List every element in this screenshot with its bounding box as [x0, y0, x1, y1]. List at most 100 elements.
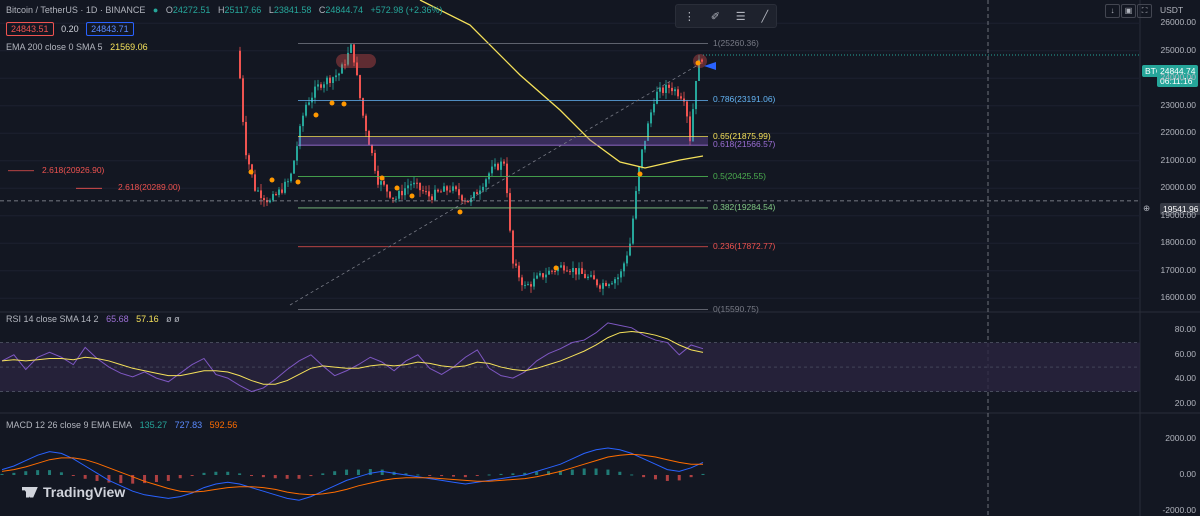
symbol-title[interactable]: Bitcoin / TetherUS · 1D · BINANCE: [6, 5, 146, 15]
candle-body: [653, 103, 655, 113]
candle-body: [641, 149, 643, 167]
candle-body: [626, 255, 628, 264]
macd-histogram-bar: [558, 470, 562, 475]
candle-body: [353, 44, 355, 63]
arrow-down-icon[interactable]: ↓: [1105, 4, 1120, 18]
brand-name: TradingView: [43, 484, 126, 500]
macd-histogram-bar: [689, 475, 693, 478]
candle-body: [341, 64, 343, 74]
candle-body: [506, 163, 508, 194]
candle-body: [389, 191, 391, 198]
trend-line-icon[interactable]: ╱: [761, 10, 769, 23]
macd-histogram-bar: [131, 475, 135, 484]
countdown: 06:11:16: [1160, 76, 1193, 86]
candle-body: [527, 284, 529, 286]
candle-body: [668, 84, 670, 88]
candle-body: [404, 188, 406, 196]
candle-body: [677, 89, 679, 97]
macd-histogram-bar: [642, 475, 646, 478]
macd-histogram-bar: [618, 471, 622, 475]
macd-histogram-bar: [285, 475, 289, 479]
candle-body: [521, 277, 523, 286]
extension-label: 2.618(20926.90): [42, 164, 105, 175]
candle-body: [497, 163, 499, 170]
macd-histogram-bar: [238, 473, 242, 475]
visibility-dot-icon[interactable]: ●: [152, 5, 159, 15]
fullscreen-icon[interactable]: ⛶: [1137, 4, 1152, 18]
macd-signal-value: 592.56: [209, 420, 238, 430]
price-arrow-icon: [704, 62, 716, 70]
rsi-axis-label: 20.00: [1174, 397, 1196, 408]
macd-histogram-bar: [95, 475, 99, 481]
candle-body: [575, 268, 577, 275]
candle-body: [518, 265, 520, 278]
candle-body: [401, 190, 403, 196]
candle-body: [431, 196, 433, 200]
price-axis-label: 22000.00: [1160, 127, 1196, 138]
sell-button[interactable]: 24843.51: [6, 22, 54, 36]
spread-value: 0.20: [61, 24, 79, 34]
candle-body: [539, 273, 541, 276]
candle-body: [317, 84, 319, 87]
macd-histogram-bar: [451, 475, 455, 477]
macd-histogram-bar: [547, 471, 551, 475]
candle-body: [551, 270, 553, 272]
fib-label: 0(15590.75): [713, 303, 759, 314]
candle-body: [272, 194, 274, 201]
ohlc-high: 25117.66: [224, 5, 262, 15]
ohlc-open-label: O: [165, 5, 173, 15]
drag-handle-icon[interactable]: ⋮: [683, 10, 695, 23]
macd-histogram-bar: [582, 468, 586, 475]
candle-body: [374, 153, 376, 171]
lock-icon[interactable]: ▣: [1121, 4, 1136, 18]
candle-body: [257, 190, 259, 192]
macd-histogram-bar: [190, 475, 194, 476]
rsi-sma-line: [1, 330, 704, 385]
fib-label: 0.5(20425.55): [713, 170, 766, 181]
tradingview-logo[interactable]: TradingView: [22, 484, 125, 500]
brush-icon[interactable]: ✐: [710, 10, 720, 23]
candle-body: [308, 102, 310, 105]
candle-body: [581, 268, 583, 274]
macd-legend[interactable]: MACD 12 26 close 9 EMA EMA 135.27 727.83…: [6, 420, 242, 430]
candle-body: [299, 126, 301, 147]
candle-body: [329, 77, 331, 83]
lines-icon[interactable]: ☰: [735, 10, 746, 23]
candle-body: [449, 190, 451, 192]
fib-label: 0.382(19284.54): [713, 201, 776, 212]
macd-histogram-bar: [226, 471, 230, 475]
candle-body: [614, 279, 616, 284]
ema-legend[interactable]: EMA 200 close 0 SMA 5 21569.06: [6, 42, 153, 52]
macd-histogram-bar: [487, 474, 491, 476]
signal-dot: [457, 209, 463, 215]
rsi-axis-label: 40.00: [1174, 373, 1196, 384]
macd-histogram-bar: [677, 475, 681, 481]
candle-body: [425, 191, 427, 193]
macd-histogram-bar: [368, 469, 372, 475]
candle-body: [638, 166, 640, 192]
macd-axis-label: 2000.00: [1165, 433, 1196, 443]
crosshair-plus-icon[interactable]: ⊕: [1143, 203, 1151, 213]
candle-body: [689, 116, 691, 142]
macd-histogram-bar: [511, 473, 515, 475]
rsi-legend[interactable]: RSI 14 close SMA 14 2 65.68 57.16 ø ø: [6, 314, 185, 324]
price-axis-label: 26000.00: [1160, 17, 1196, 28]
price-axis-label: 21000.00: [1160, 154, 1196, 165]
buy-button[interactable]: 24843.71: [86, 22, 134, 36]
macd-histogram-bar: [297, 475, 301, 479]
macd-histogram-bar: [202, 472, 206, 475]
macd-histogram-bar: [178, 475, 182, 479]
signal-dot: [637, 171, 643, 177]
price-axis-label: 16000.00: [1160, 292, 1196, 303]
candle-body: [647, 123, 649, 141]
ohlc-low: 23841.58: [273, 5, 312, 15]
macd-histogram-bar: [59, 472, 63, 475]
macd-histogram-bar: [665, 475, 669, 481]
signal-dot: [295, 179, 301, 185]
currency-label[interactable]: USDT: [1160, 5, 1184, 15]
macd-histogram-bar: [463, 475, 467, 478]
macd-histogram-bar: [119, 475, 123, 484]
candle-body: [326, 77, 328, 85]
